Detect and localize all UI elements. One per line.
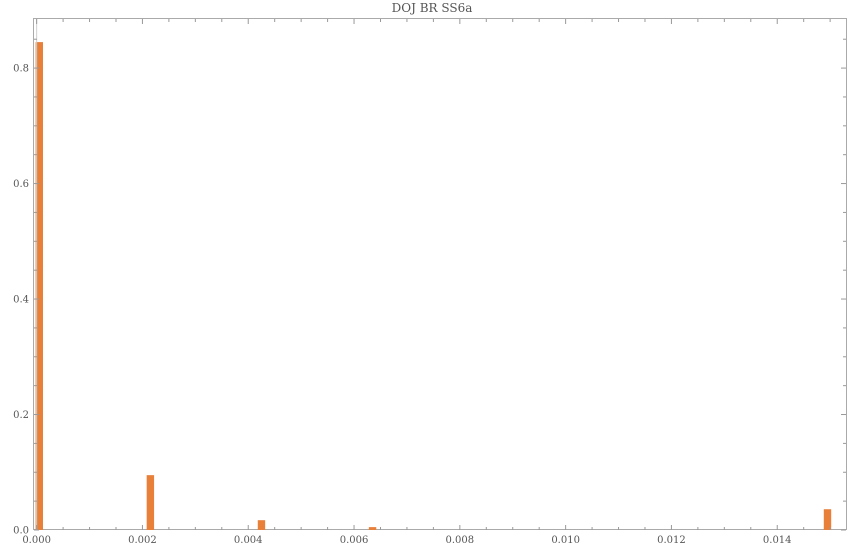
bar-3 [368, 527, 377, 530]
y-tick-label: 0.0 [13, 526, 29, 537]
bar-2 [257, 520, 266, 530]
chart-title: DOJ BR SS6a [392, 1, 473, 15]
x-tick-label: 0.002 [128, 535, 157, 546]
x-tick-label: 0.004 [234, 535, 263, 546]
bar-4 [823, 509, 832, 530]
y-tick-label: 0.8 [13, 64, 29, 75]
x-tick-label: 0.000 [22, 535, 51, 546]
y-tick-label: 0.2 [13, 410, 29, 421]
x-tick-label: 0.012 [657, 535, 686, 546]
bar-0 [35, 42, 43, 531]
bar-1 [146, 475, 155, 530]
bars-layer [35, 42, 832, 531]
x-tick-label: 0.010 [551, 535, 580, 546]
x-tick-label: 0.006 [340, 535, 369, 546]
plot-frame [33, 18, 847, 530]
y-tick-label: 0.6 [13, 179, 29, 190]
axes-layer: 0.000 0.002 0.004 0.006 0.008 0.010 0.012 0.014… [13, 19, 846, 546]
x-tick-label: 0.014 [763, 535, 792, 546]
y-tick-label: 0.4 [13, 295, 29, 306]
x-tick-label: 0.008 [446, 535, 475, 546]
